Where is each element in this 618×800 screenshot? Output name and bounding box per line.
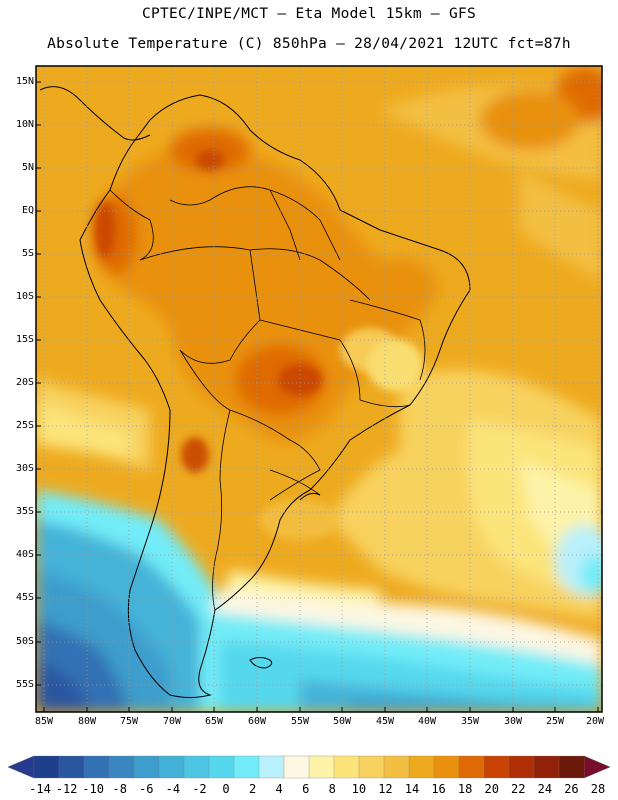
lat-label-35s: 35S (15, 506, 34, 517)
colorbar-label: -10 (82, 782, 104, 796)
colorbar-label: -4 (165, 782, 181, 796)
lon-label-65w: 65W (204, 716, 224, 727)
temperature-field (36, 66, 602, 712)
axis-ticks (36, 81, 599, 712)
lat-label-40s: 40S (15, 549, 34, 560)
colorbar-label: 12 (378, 782, 393, 796)
lat-label-30s: 30S (15, 463, 34, 474)
map-frame (35, 65, 603, 713)
colorbar-label: 20 (484, 782, 499, 796)
colorbar-cell (233, 755, 260, 779)
colorbar-label: 22 (511, 782, 526, 796)
colorbar-cell (358, 755, 385, 779)
colorbar-label: 14 (404, 782, 420, 796)
colorbar-label: -12 (55, 782, 78, 796)
colorbar-label: 6 (302, 782, 310, 796)
colorbar-label: 16 (431, 782, 446, 796)
colorbar-cell (483, 755, 510, 779)
colorbar-cell (558, 755, 585, 779)
colorbar-label: 28 (590, 782, 606, 796)
lon-label-30w: 30W (503, 716, 523, 727)
lon-label-75w: 75W (119, 716, 139, 727)
lat-label-50s: 50S (15, 636, 34, 647)
colorbar-cell (83, 755, 110, 779)
lon-label-55w: 55W (290, 716, 310, 727)
lat-label-45s: 45S (15, 592, 34, 603)
colorbar-label: -6 (139, 782, 154, 796)
colorbar-label: -2 (192, 782, 207, 796)
colorbar-cell (283, 755, 310, 779)
lon-label-60w: 60W (247, 716, 267, 727)
colorbar-cell (533, 755, 560, 779)
lat-label-5s: 5S (21, 248, 34, 259)
colorbar-label: -14 (29, 782, 51, 796)
colorbar-cell (208, 755, 235, 779)
lat-label-5n: 5N (21, 162, 34, 173)
lat-label-eq: EQ (21, 205, 34, 216)
colorbar-cell (383, 755, 410, 779)
lat-label-10n: 10N (15, 119, 34, 130)
colorbar-cell (58, 755, 85, 779)
colorbar-label: 26 (564, 782, 579, 796)
colorbar-cell (258, 755, 285, 779)
lat-label-15s: 15S (15, 334, 34, 345)
lon-label-45w: 45W (375, 716, 395, 727)
lon-label-80w: 80W (77, 716, 97, 727)
lon-label-25w: 25W (545, 716, 565, 727)
map-title-line-1: CPTEC/INPE/MCT – Eta Model 15km – GFS (141, 6, 477, 22)
colorbar-label: 24 (537, 782, 553, 796)
country-borders (109, 186, 426, 611)
colorbar-cell (333, 755, 360, 779)
colorbar-cell (458, 755, 485, 779)
colorbar-cell (433, 755, 460, 779)
lon-label-35w: 35W (460, 716, 480, 727)
colorbar-right-arrow (583, 755, 611, 779)
color-scale-bar (7, 755, 611, 779)
lat-label-10s: 10S (15, 291, 34, 302)
lat-label-55s: 55S (15, 679, 34, 690)
colorbar-left-arrow (7, 755, 35, 779)
lon-label-20w: 20W (585, 716, 605, 727)
lon-label-40w: 40W (417, 716, 437, 727)
colorbar-label: 18 (457, 782, 473, 796)
colorbar-label: 8 (328, 782, 336, 796)
colorbar-label: 10 (351, 782, 367, 796)
lon-label-50w: 50W (332, 716, 352, 727)
colorbar-label: 0 (222, 782, 230, 796)
colorbar-cell (308, 755, 335, 779)
colorbar-label: 4 (275, 782, 283, 796)
colorbar-cell (508, 755, 535, 779)
colorbar-cell (108, 755, 135, 779)
colorbar-label: -8 (112, 782, 127, 796)
colorbar-cell (133, 755, 160, 779)
colorbar-cell (183, 755, 210, 779)
coastlines (39, 86, 471, 698)
lon-label-85w: 85W (34, 716, 54, 727)
map-title-line-2: Absolute Temperature (C) 850hPa – 28/04/… (47, 36, 571, 52)
lon-label-70w: 70W (162, 716, 182, 727)
lat-label-20s: 20S (15, 377, 34, 388)
colorbar-cell (158, 755, 185, 779)
colorbar-cell (33, 755, 60, 779)
lat-label-25s: 25S (15, 420, 34, 431)
colorbar-cell (408, 755, 435, 779)
lat-label-15n: 15N (15, 76, 34, 87)
colorbar-label: 2 (248, 782, 257, 796)
